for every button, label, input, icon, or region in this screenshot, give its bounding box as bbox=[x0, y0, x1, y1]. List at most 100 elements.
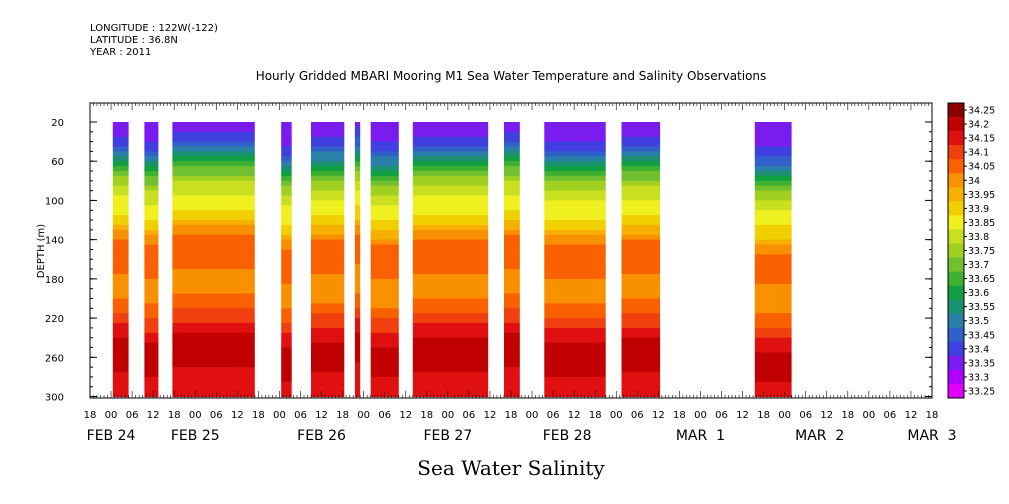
salinity-band bbox=[621, 122, 661, 128]
salinity-band bbox=[754, 259, 792, 265]
salinity-band bbox=[504, 166, 520, 172]
salinity-band bbox=[112, 161, 129, 167]
salinity-band bbox=[144, 357, 159, 363]
salinity-band bbox=[144, 362, 159, 368]
salinity-band bbox=[354, 288, 361, 295]
salinity-band bbox=[112, 224, 129, 231]
salinity-band bbox=[544, 171, 606, 177]
salinity-band bbox=[504, 362, 520, 368]
salinity-band bbox=[412, 224, 489, 231]
salinity-band bbox=[504, 342, 520, 349]
salinity-band bbox=[504, 376, 520, 383]
salinity-band bbox=[412, 342, 489, 349]
colorbar-label: 33.25 bbox=[968, 386, 995, 397]
x-hour-label: 12 bbox=[147, 410, 160, 421]
salinity-band bbox=[504, 298, 520, 304]
salinity-band bbox=[144, 244, 159, 250]
salinity-band bbox=[544, 376, 606, 383]
salinity-band bbox=[621, 367, 661, 373]
salinity-band bbox=[112, 362, 129, 368]
salinity-band bbox=[544, 278, 606, 285]
salinity-band bbox=[544, 313, 606, 319]
salinity-band bbox=[112, 372, 129, 378]
salinity-band bbox=[172, 342, 255, 349]
colorbar-swatch bbox=[948, 159, 964, 174]
salinity-band bbox=[412, 254, 489, 260]
y-tick-label: 260 bbox=[45, 353, 64, 364]
x-hour-label: 12 bbox=[399, 410, 412, 421]
salinity-band bbox=[354, 200, 361, 206]
salinity-band bbox=[281, 381, 292, 388]
salinity-band bbox=[172, 166, 255, 172]
colorbar-swatch bbox=[948, 341, 964, 357]
salinity-band bbox=[144, 342, 159, 349]
salinity-band bbox=[144, 293, 159, 300]
salinity-band bbox=[621, 352, 661, 358]
salinity-band bbox=[504, 185, 520, 192]
data-segment bbox=[504, 122, 520, 398]
salinity-band bbox=[354, 293, 361, 300]
salinity-band bbox=[754, 195, 792, 201]
salinity-band bbox=[311, 381, 345, 388]
salinity-band bbox=[354, 166, 361, 172]
salinity-band bbox=[370, 122, 399, 128]
colorbar: 34.25 34.2 34.15 34.1 34.05 34 33.95 33.9 33.85 3… bbox=[947, 102, 995, 399]
colorbar-swatch bbox=[948, 285, 964, 300]
salinity-band bbox=[112, 195, 129, 201]
data-segment bbox=[172, 122, 255, 398]
salinity-band bbox=[370, 352, 399, 358]
salinity-band bbox=[354, 381, 361, 388]
salinity-band bbox=[621, 313, 661, 319]
colorbar-label: 34.15 bbox=[968, 134, 995, 145]
salinity-band bbox=[621, 244, 661, 250]
salinity-band bbox=[370, 205, 399, 211]
salinity-band bbox=[281, 298, 292, 304]
salinity-band bbox=[504, 323, 520, 329]
salinity-band bbox=[504, 357, 520, 363]
salinity-band bbox=[621, 381, 661, 388]
salinity-band bbox=[112, 126, 129, 133]
salinity-band bbox=[754, 254, 792, 260]
salinity-band bbox=[754, 278, 792, 285]
salinity-band bbox=[354, 185, 361, 192]
salinity-band bbox=[144, 131, 159, 138]
salinity-band bbox=[112, 190, 129, 197]
salinity-band bbox=[621, 337, 661, 344]
salinity-band bbox=[311, 166, 345, 172]
salinity-band bbox=[311, 323, 345, 329]
salinity-band bbox=[412, 269, 489, 275]
x-date-label: MAR 1 bbox=[676, 428, 725, 444]
salinity-band bbox=[354, 244, 361, 250]
salinity-band bbox=[544, 185, 606, 192]
x-hour-label: 00 bbox=[778, 410, 791, 421]
x-hour-label: 18 bbox=[926, 410, 939, 421]
salinity-band bbox=[281, 283, 292, 290]
salinity-band bbox=[112, 274, 129, 280]
salinity-band bbox=[412, 234, 489, 241]
salinity-band bbox=[754, 342, 792, 349]
salinity-band bbox=[754, 156, 792, 162]
salinity-band bbox=[281, 313, 292, 319]
salinity-band bbox=[281, 269, 292, 275]
salinity-band bbox=[354, 224, 361, 231]
colorbar-swatch bbox=[948, 369, 964, 385]
salinity-band bbox=[144, 171, 159, 177]
x-hour-label: 06 bbox=[631, 410, 644, 421]
salinity-band bbox=[754, 185, 792, 192]
salinity-band bbox=[112, 122, 129, 128]
salinity-band bbox=[621, 342, 661, 349]
salinity-band bbox=[354, 308, 361, 314]
salinity-band bbox=[144, 215, 159, 221]
salinity-band bbox=[311, 146, 345, 152]
x-hour-label: 00 bbox=[189, 410, 202, 421]
data-segment bbox=[112, 122, 129, 398]
salinity-band bbox=[311, 156, 345, 162]
salinity-band bbox=[354, 269, 361, 275]
salinity-band bbox=[412, 288, 489, 295]
data-segment bbox=[621, 122, 661, 398]
salinity-band bbox=[144, 323, 159, 329]
x-hour-label: 00 bbox=[357, 410, 370, 421]
salinity-band bbox=[412, 298, 489, 304]
salinity-band bbox=[311, 264, 345, 270]
x-hour-label: 06 bbox=[463, 410, 476, 421]
